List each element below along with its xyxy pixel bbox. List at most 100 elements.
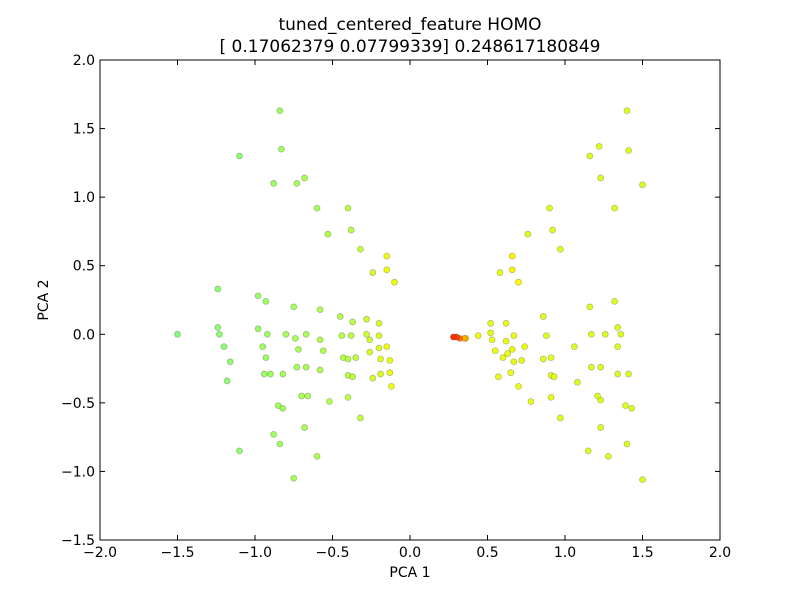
scatter-point	[369, 374, 377, 382]
scatter-point	[383, 343, 391, 351]
scatter-point	[595, 142, 603, 150]
scatter-point	[304, 392, 312, 400]
scatter-point	[547, 393, 555, 401]
y-tick-label: 2.0	[73, 53, 95, 69]
scatter-point	[543, 332, 550, 340]
scatter-point	[515, 382, 522, 390]
y-axis-label: PCA 2	[36, 279, 52, 320]
scatter-point	[611, 297, 618, 305]
x-tick-label: 0.0	[399, 545, 421, 561]
scatter-point	[474, 332, 482, 340]
scatter-point	[594, 392, 601, 400]
scatter-point	[391, 278, 398, 286]
scatter-point	[639, 476, 646, 484]
y-tick-label: −1.5	[61, 533, 95, 549]
scatter-point	[262, 354, 270, 362]
scatter-point	[539, 313, 547, 320]
scatter-point	[270, 430, 278, 438]
scatter-point	[344, 355, 352, 363]
scatter-point	[587, 330, 595, 338]
scatter-point	[527, 398, 535, 405]
scatter-point	[614, 370, 622, 378]
scatter-point	[601, 330, 609, 338]
y-tick-label: 1.0	[73, 190, 95, 206]
scatter-point	[491, 347, 499, 355]
scatter-point	[347, 332, 355, 340]
scatter-point	[298, 392, 305, 400]
y-tick-label: 0.5	[73, 259, 95, 275]
scatter-point	[508, 252, 516, 260]
scatter-point	[377, 370, 384, 378]
scatter-point	[349, 373, 357, 381]
scatter-point	[236, 447, 243, 455]
y-axis-ticks: −1.5 −1.0 −0.5 0.0 0.5 1.0 1.5 2.0	[61, 53, 720, 549]
scatter-point	[375, 344, 383, 352]
scatter-point	[623, 440, 631, 448]
scatter-point	[336, 313, 344, 320]
scatter-point	[174, 330, 181, 338]
scatter-point	[605, 452, 612, 460]
x-tick-label: 0.5	[476, 545, 498, 561]
scatter-point	[259, 343, 267, 351]
scatter-point	[614, 343, 622, 351]
scatter-point	[356, 245, 364, 253]
scatter-point	[611, 204, 618, 212]
scatter-point	[597, 396, 605, 404]
x-axis-ticks: −2.0 −1.5 −1.0 −0.5 0.0 0.5 1.0 1.5 2.0	[83, 60, 731, 561]
scatter-point	[502, 319, 510, 327]
scatter-point	[524, 230, 532, 238]
scatter-point	[260, 370, 268, 378]
scatter-point	[587, 363, 595, 371]
scatter-point	[366, 348, 374, 356]
scatter-point	[518, 356, 525, 364]
x-tick-label: 1.5	[631, 545, 653, 561]
scatter-point	[349, 318, 357, 326]
scatter-point	[316, 306, 324, 314]
scatter-point	[504, 350, 512, 357]
scatter-point	[375, 332, 383, 340]
scatter-point	[499, 354, 507, 362]
scatter-point	[617, 330, 625, 338]
y-tick-label: −1.0	[61, 464, 95, 480]
x-tick-label: −1.0	[238, 545, 272, 561]
scatter-point	[262, 297, 270, 305]
scatter-point	[625, 370, 632, 378]
scatter-point	[313, 204, 321, 212]
y-tick-label: 1.5	[73, 122, 95, 138]
scatter-point	[263, 330, 271, 338]
scatter-point	[550, 373, 558, 381]
y-tick-label: −0.5	[61, 396, 95, 412]
x-axis-label: PCA 1	[389, 565, 430, 581]
scatter-point	[597, 174, 605, 182]
scatter-point	[510, 358, 518, 366]
scatter-point	[302, 363, 310, 371]
scatter-point	[293, 180, 301, 187]
scatter-point	[521, 343, 529, 351]
scatter-point	[383, 252, 391, 260]
scatter-point	[338, 332, 346, 340]
x-tick-label: −2.0	[83, 545, 117, 561]
scatter-point	[515, 278, 522, 286]
scatter-point	[597, 363, 605, 371]
scatter-point	[294, 345, 302, 353]
scatter-point	[496, 269, 504, 276]
scatter-point	[279, 370, 287, 378]
scatter-point	[267, 370, 274, 378]
scatter-point	[276, 440, 284, 448]
scatter-point	[254, 325, 262, 333]
x-tick-label: 2.0	[709, 545, 731, 561]
scatter-point	[574, 378, 581, 386]
scatter-point	[366, 336, 374, 344]
scatter-point	[584, 447, 592, 455]
scatter-point	[494, 373, 502, 381]
scatter-point	[488, 336, 496, 344]
scatter-point	[215, 330, 223, 338]
scatter-point	[639, 181, 646, 189]
chart-subtitle: [ 0.17062379 0.07799339] 0.248617180849	[220, 37, 601, 57]
scatter-point	[316, 366, 324, 374]
scatter-point	[507, 369, 515, 377]
scatter-point	[301, 424, 309, 431]
x-tick-label: −0.5	[316, 545, 350, 561]
scatter-point	[302, 330, 310, 338]
